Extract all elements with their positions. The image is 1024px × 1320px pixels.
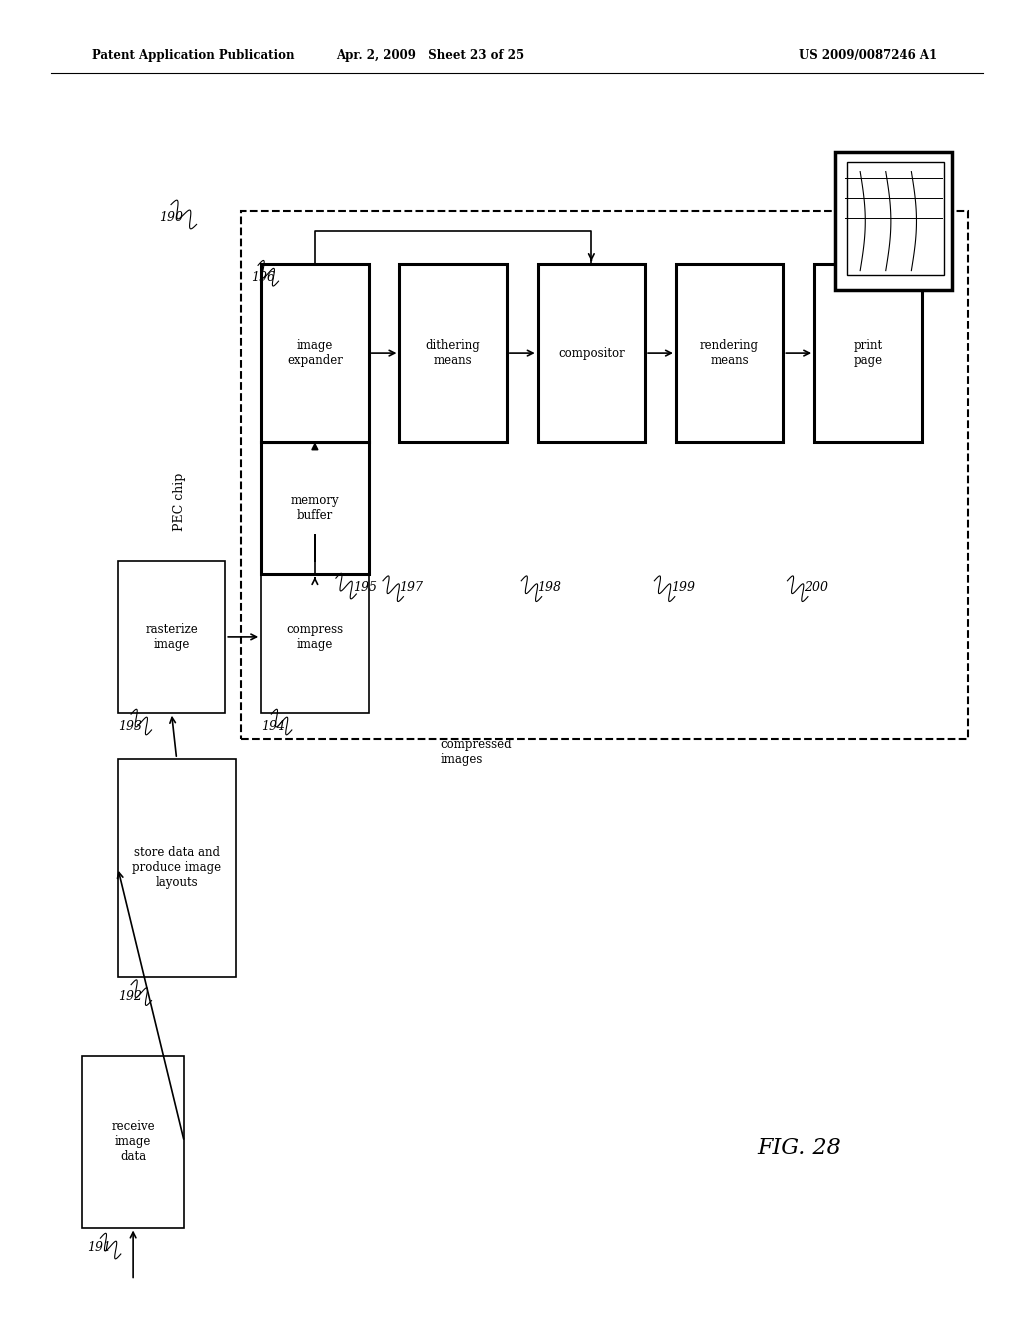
Text: image
expander: image expander: [287, 339, 343, 367]
Text: compositor: compositor: [558, 347, 625, 359]
Bar: [835, 152, 952, 290]
Text: US 2009/0087246 A1: US 2009/0087246 A1: [799, 49, 937, 62]
Text: 201: 201: [865, 165, 889, 178]
Text: compressed
images: compressed images: [440, 738, 512, 767]
Text: rendering
means: rendering means: [700, 339, 759, 367]
Text: 197: 197: [399, 581, 423, 594]
Text: 192: 192: [118, 990, 141, 1003]
Text: memory
buffer: memory buffer: [291, 494, 339, 523]
Bar: [847, 162, 944, 275]
Bar: [814, 264, 922, 442]
Text: receive
image
data: receive image data: [112, 1121, 155, 1163]
Bar: [676, 264, 783, 442]
Text: rasterize
image: rasterize image: [145, 623, 198, 651]
Bar: [538, 264, 645, 442]
Text: 193: 193: [118, 719, 141, 733]
Text: 190: 190: [159, 211, 182, 224]
Text: 200: 200: [804, 581, 827, 594]
Text: FIG. 28: FIG. 28: [757, 1138, 841, 1159]
Text: 196: 196: [251, 271, 274, 284]
Bar: [261, 442, 369, 574]
Text: compress
image: compress image: [287, 623, 343, 651]
Bar: [118, 561, 225, 713]
Bar: [82, 1056, 184, 1228]
Text: store data and
produce image
layouts: store data and produce image layouts: [132, 846, 221, 890]
Text: Patent Application Publication: Patent Application Publication: [92, 49, 295, 62]
Text: print
page: print page: [853, 339, 883, 367]
Bar: [118, 759, 236, 977]
Text: 195: 195: [353, 581, 377, 594]
Bar: [261, 264, 369, 442]
Text: Apr. 2, 2009   Sheet 23 of 25: Apr. 2, 2009 Sheet 23 of 25: [336, 49, 524, 62]
Bar: [261, 561, 369, 713]
Text: PEC chip: PEC chip: [173, 473, 185, 531]
Bar: [399, 264, 507, 442]
Text: 191: 191: [87, 1241, 111, 1254]
Text: 194: 194: [261, 719, 285, 733]
Text: 199: 199: [671, 581, 694, 594]
Text: 198: 198: [538, 581, 561, 594]
Text: dithering
means: dithering means: [426, 339, 480, 367]
